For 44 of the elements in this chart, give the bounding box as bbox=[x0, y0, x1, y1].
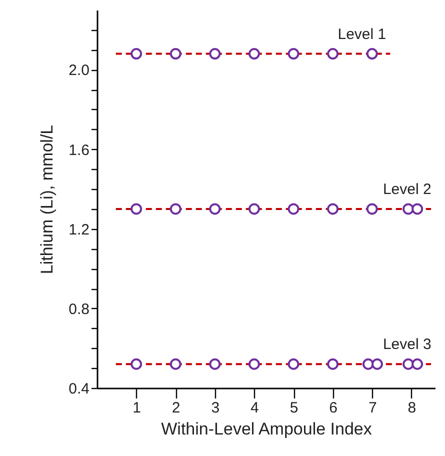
point bbox=[288, 48, 300, 60]
x-tick-label: 5 bbox=[290, 400, 298, 416]
point bbox=[288, 203, 300, 215]
y-tick-label: 1.2 bbox=[68, 221, 90, 238]
x-tick-label: 4 bbox=[250, 400, 259, 416]
x-tick-label: 1 bbox=[132, 400, 141, 416]
y-axis-title: Lithium (Li), mmol/L bbox=[38, 124, 57, 274]
point bbox=[209, 48, 221, 60]
point bbox=[130, 203, 142, 215]
point bbox=[371, 358, 383, 370]
point bbox=[170, 358, 182, 370]
point bbox=[288, 358, 300, 370]
point bbox=[170, 203, 182, 215]
point bbox=[248, 358, 260, 370]
x-tick-label: 3 bbox=[211, 400, 220, 416]
point bbox=[130, 358, 142, 370]
point bbox=[248, 203, 260, 215]
point bbox=[209, 358, 221, 370]
point bbox=[366, 48, 378, 60]
point bbox=[327, 203, 339, 215]
point bbox=[366, 203, 378, 215]
x-tick-label: 8 bbox=[408, 400, 416, 416]
point bbox=[412, 203, 424, 215]
point bbox=[130, 48, 142, 60]
x-tick-label: 7 bbox=[368, 400, 377, 416]
x-axis-title: Within-Level Ampoule Index bbox=[161, 420, 372, 438]
point bbox=[402, 358, 414, 370]
x-tick-label: 2 bbox=[172, 400, 180, 416]
x-tick-label: 6 bbox=[329, 400, 338, 416]
point bbox=[362, 358, 374, 370]
point bbox=[248, 48, 260, 60]
point bbox=[327, 358, 339, 370]
point bbox=[209, 203, 221, 215]
point bbox=[327, 48, 339, 60]
y-tick-label: 0.4 bbox=[68, 380, 90, 398]
y-tick-label: 2.0 bbox=[68, 62, 90, 80]
series-label: Level 1 bbox=[338, 26, 386, 43]
point bbox=[402, 203, 414, 215]
series-label: Level 3 bbox=[382, 336, 432, 354]
series-label: Level 2 bbox=[382, 180, 432, 198]
y-tick-label: 0.8 bbox=[68, 300, 90, 318]
point bbox=[412, 358, 424, 370]
point bbox=[170, 48, 182, 60]
y-tick-label: 1.6 bbox=[68, 142, 90, 159]
